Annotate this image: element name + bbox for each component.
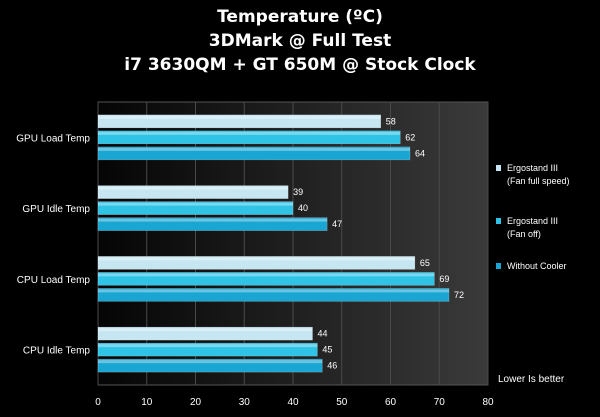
- bar-highlight-0-2: [98, 257, 415, 261]
- bar-2-3: [97, 358, 323, 373]
- bar-highlight-1-1: [98, 202, 293, 206]
- legend-label-1-1: (Fan off): [507, 229, 541, 239]
- legend-swatch-0: [496, 165, 501, 171]
- x-tick-40: 40: [287, 397, 299, 408]
- category-label-0: GPU Load Temp: [16, 133, 90, 144]
- bar-1-0: [97, 130, 401, 145]
- chart-title-line-1: Temperature (ºC): [217, 7, 383, 27]
- bar-highlight-2-0: [98, 147, 410, 151]
- bar-highlight-0-0: [98, 115, 381, 119]
- x-tick-labels: 0 10 20 30 40 50 60 70 80: [95, 397, 494, 408]
- x-tick-20: 20: [190, 397, 202, 408]
- bar-highlight-2-1: [98, 218, 328, 222]
- data-label-2-2: 72: [454, 290, 464, 300]
- bar-0-1: [97, 185, 289, 199]
- x-tick-10: 10: [141, 397, 153, 408]
- data-label-2-0: 64: [415, 148, 425, 158]
- data-label-1-1: 40: [298, 203, 308, 213]
- bar-highlight-1-2: [98, 273, 435, 277]
- bar-highlight-1-0: [98, 131, 401, 135]
- bar-1-3: [97, 342, 318, 357]
- data-label-0-1: 39: [293, 187, 303, 197]
- x-tick-60: 60: [385, 397, 397, 408]
- bar-1-2: [97, 272, 435, 286]
- data-label-2-1: 47: [332, 219, 342, 229]
- data-label-1-2: 69: [439, 274, 449, 284]
- x-tick-30: 30: [239, 397, 251, 408]
- bar-2-1: [97, 217, 328, 231]
- lower-is-better-note: Lower Is better: [498, 374, 565, 385]
- data-label-0-2: 65: [420, 258, 430, 268]
- bar-highlight-2-2: [98, 289, 449, 293]
- category-label-2: CPU Load Temp: [17, 275, 91, 286]
- data-label-2-3: 46: [327, 361, 337, 371]
- bar-highlight-1-3: [98, 344, 318, 348]
- data-label-0-0: 58: [386, 116, 396, 126]
- legend: Ergostand III (Fan full speed) Ergostand I…: [496, 163, 570, 271]
- bar-2-2: [97, 288, 450, 302]
- bar-highlight-2-3: [98, 360, 323, 364]
- category-label-1: GPU Idle Temp: [22, 204, 90, 215]
- data-label-0-3: 44: [318, 329, 328, 339]
- legend-swatch-1: [496, 218, 501, 224]
- x-tick-50: 50: [336, 397, 348, 408]
- legend-label-1-0: Ergostand III: [507, 216, 558, 226]
- x-tick-0: 0: [95, 397, 101, 408]
- data-label-1-0: 62: [405, 132, 415, 142]
- bar-2-0: [97, 146, 411, 161]
- legend-label-0-1: (Fan full speed): [507, 176, 570, 186]
- bar-highlight-0-3: [98, 328, 313, 332]
- legend-label-0-0: Ergostand III: [507, 163, 558, 173]
- chart-title-line-3: i7 3630QM + GT 650M @ Stock Clock: [124, 55, 476, 75]
- bar-0-0: [97, 114, 381, 129]
- bar-0-2: [97, 256, 416, 270]
- legend-label-2-0: Without Cooler: [507, 261, 567, 271]
- x-tick-70: 70: [434, 397, 446, 408]
- bar-0-3: [97, 326, 313, 341]
- data-label-1-3: 45: [322, 345, 332, 355]
- bar-1-1: [97, 201, 294, 215]
- category-label-3: CPU Idle Temp: [23, 346, 91, 357]
- bar-highlight-0-1: [98, 186, 289, 190]
- legend-swatch-2: [496, 263, 501, 269]
- x-tick-80: 80: [482, 397, 494, 408]
- chart-title-line-2: 3DMark @ Full Test: [209, 31, 391, 51]
- category-labels: GPU Load Temp GPU Idle Temp CPU Load Temp C…: [16, 133, 90, 356]
